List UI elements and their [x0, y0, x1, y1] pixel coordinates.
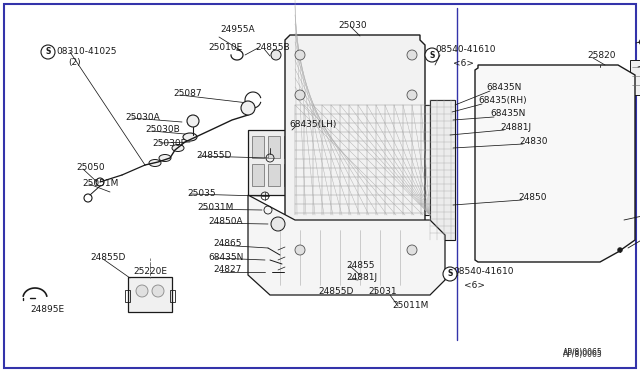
- Bar: [248, 130, 300, 195]
- Text: AP/8)0065: AP/8)0065: [563, 350, 603, 359]
- Text: S: S: [45, 48, 51, 57]
- Bar: [252, 164, 264, 186]
- Bar: [268, 136, 280, 158]
- Text: 25011M: 25011M: [392, 301, 428, 310]
- Text: 68435N: 68435N: [490, 109, 525, 119]
- Text: (2): (2): [68, 58, 81, 67]
- Bar: [128, 277, 172, 312]
- Text: 24830: 24830: [519, 137, 547, 145]
- Bar: [252, 136, 264, 158]
- Text: 25220E: 25220E: [133, 266, 167, 276]
- Ellipse shape: [159, 154, 171, 161]
- Bar: [488, 100, 603, 122]
- Ellipse shape: [172, 144, 184, 151]
- Polygon shape: [475, 65, 635, 262]
- Text: 68435(LH): 68435(LH): [289, 121, 337, 129]
- Ellipse shape: [149, 160, 161, 167]
- Text: 25031M: 25031M: [197, 203, 234, 212]
- Circle shape: [295, 50, 305, 60]
- Text: 24855: 24855: [346, 260, 374, 269]
- Text: 25031: 25031: [368, 288, 397, 296]
- Circle shape: [187, 115, 199, 127]
- Bar: [488, 152, 603, 174]
- Ellipse shape: [183, 133, 197, 141]
- Text: S: S: [447, 269, 452, 279]
- Text: 24955A: 24955A: [220, 26, 255, 35]
- Text: 24855B: 24855B: [255, 44, 290, 52]
- Text: 25087: 25087: [173, 90, 202, 99]
- Circle shape: [443, 267, 457, 281]
- Text: 24865: 24865: [213, 240, 241, 248]
- Bar: [295, 105, 430, 215]
- Text: 25820: 25820: [587, 51, 616, 60]
- Bar: [125, 290, 130, 302]
- Circle shape: [41, 45, 55, 59]
- Circle shape: [295, 90, 305, 100]
- Text: 25051M: 25051M: [82, 179, 118, 187]
- Text: AP/8)0065: AP/8)0065: [563, 349, 603, 357]
- Text: 24827: 24827: [213, 266, 241, 275]
- Text: 25050: 25050: [76, 164, 104, 173]
- Text: 25030: 25030: [338, 20, 367, 29]
- Text: 25030F: 25030F: [152, 138, 186, 148]
- Bar: [430, 100, 455, 240]
- Bar: [268, 164, 280, 186]
- Text: 24881J: 24881J: [346, 273, 377, 282]
- Text: S: S: [429, 51, 435, 60]
- Text: 24881J: 24881J: [500, 122, 531, 131]
- Text: 25010E: 25010E: [208, 44, 243, 52]
- Text: 24895E: 24895E: [30, 305, 64, 314]
- Circle shape: [241, 101, 255, 115]
- Circle shape: [618, 247, 623, 253]
- Text: 24855D: 24855D: [196, 151, 232, 160]
- Text: <6>: <6>: [453, 58, 474, 67]
- Text: 24850A: 24850A: [208, 218, 243, 227]
- Bar: [284, 136, 296, 158]
- Text: 25030B: 25030B: [145, 125, 180, 135]
- Circle shape: [271, 217, 285, 231]
- Text: 24855D: 24855D: [318, 288, 353, 296]
- Circle shape: [639, 39, 640, 45]
- Circle shape: [152, 285, 164, 297]
- Circle shape: [271, 50, 281, 60]
- Text: 25035: 25035: [187, 189, 216, 198]
- Text: 08540-41610: 08540-41610: [435, 45, 495, 55]
- Circle shape: [407, 90, 417, 100]
- Text: 68435(RH): 68435(RH): [478, 96, 527, 106]
- Polygon shape: [285, 35, 425, 280]
- Text: 08540-41610: 08540-41610: [453, 267, 513, 276]
- Circle shape: [295, 245, 305, 255]
- Bar: [630, 60, 640, 95]
- Circle shape: [407, 245, 417, 255]
- Text: 24850: 24850: [518, 193, 547, 202]
- Text: <6>: <6>: [464, 280, 485, 289]
- Polygon shape: [248, 195, 445, 295]
- Text: 68435N: 68435N: [486, 83, 522, 93]
- Text: 08310-41025: 08310-41025: [56, 48, 116, 57]
- Circle shape: [407, 50, 417, 60]
- Text: 24855D: 24855D: [90, 253, 125, 263]
- Circle shape: [425, 48, 439, 62]
- Bar: [170, 290, 175, 302]
- Text: 68435N: 68435N: [208, 253, 243, 262]
- Bar: [488, 204, 603, 226]
- Circle shape: [136, 285, 148, 297]
- Bar: [284, 164, 296, 186]
- Text: 25030A: 25030A: [125, 112, 160, 122]
